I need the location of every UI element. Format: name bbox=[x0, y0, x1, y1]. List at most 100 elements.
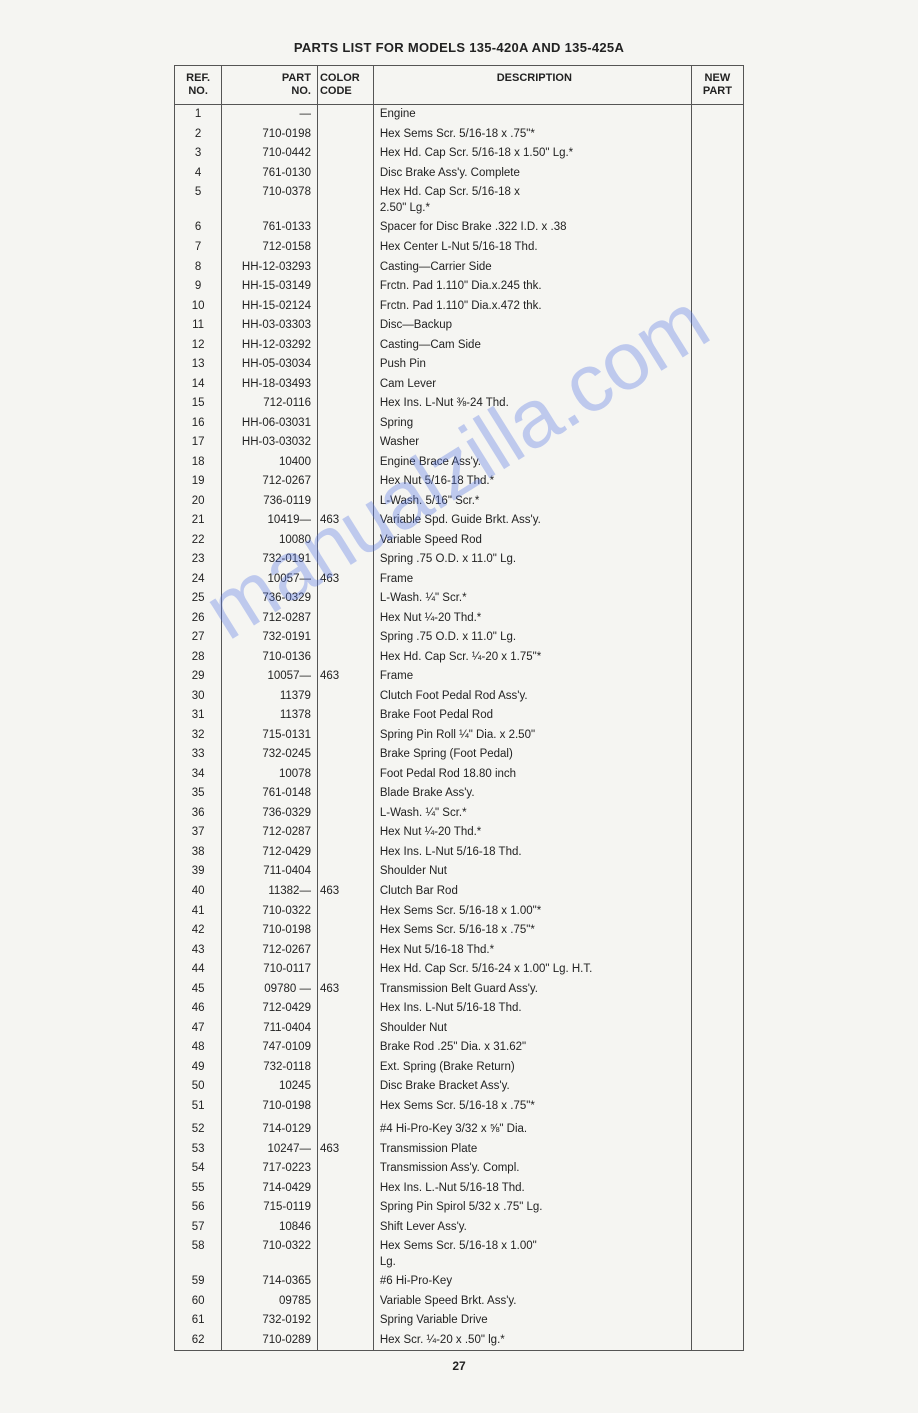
cell-ref: 19 bbox=[175, 472, 222, 492]
cell-ref: 51 bbox=[175, 1097, 222, 1117]
cell-part: 712-0429 bbox=[222, 843, 318, 863]
cell-new bbox=[691, 472, 743, 492]
cell-new bbox=[691, 980, 743, 1000]
cell-part: 710-0198 bbox=[222, 921, 318, 941]
cell-ref: 53 bbox=[175, 1140, 222, 1160]
cell-new bbox=[691, 1077, 743, 1097]
cell-desc: Hex Hd. Cap Scr. 5/16-18 x 1.50" Lg.* bbox=[373, 144, 691, 164]
cell-part: 747-0109 bbox=[222, 1038, 318, 1058]
cell-ref: 44 bbox=[175, 960, 222, 980]
cell-ref: 12 bbox=[175, 336, 222, 356]
cell-part: 10057— bbox=[222, 667, 318, 687]
cell-ref: 4 bbox=[175, 164, 222, 184]
table-row: 16HH-06-03031Spring bbox=[175, 414, 744, 434]
cell-new bbox=[691, 531, 743, 551]
cell-ref: 35 bbox=[175, 784, 222, 804]
cell-color: 463 bbox=[317, 570, 373, 590]
cell-desc: L-Wash. ¼" Scr.* bbox=[373, 804, 691, 824]
cell-part: 710-0136 bbox=[222, 648, 318, 668]
cell-new bbox=[691, 570, 743, 590]
cell-new bbox=[691, 1120, 743, 1140]
table-row: 35761-0148 Blade Brake Ass'y. bbox=[175, 784, 744, 804]
cell-desc: L-Wash. 5/16" Scr.* bbox=[373, 492, 691, 512]
cell-part: 732-0245 bbox=[222, 745, 318, 765]
cell-desc: Hex Scr. ¼-20 x .50" lg.* bbox=[373, 1331, 691, 1351]
cell-desc: Push Pin bbox=[373, 355, 691, 375]
cell-desc: Hex Ins. L-Nut ⅜-24 Thd. bbox=[373, 394, 691, 414]
table-row: 49732-0118Ext. Spring (Brake Return) bbox=[175, 1058, 744, 1078]
cell-ref: 15 bbox=[175, 394, 222, 414]
cell-color bbox=[317, 765, 373, 785]
table-row: 42710-0198Hex Sems Scr. 5/16-18 x .75"* bbox=[175, 921, 744, 941]
cell-color bbox=[317, 902, 373, 922]
cell-new bbox=[691, 941, 743, 961]
cell-part: 761-0148 bbox=[222, 784, 318, 804]
col-header-ref: REF.NO. bbox=[175, 66, 222, 105]
cell-color bbox=[317, 706, 373, 726]
table-row: 61732-0192Spring Variable Drive bbox=[175, 1311, 744, 1331]
cell-desc: Foot Pedal Rod 18.80 inch bbox=[373, 765, 691, 785]
cell-desc: Frctn. Pad 1.110" Dia.x.472 thk. bbox=[373, 297, 691, 317]
cell-new bbox=[691, 1140, 743, 1160]
cell-desc: Hex Nut 5/16-18 Thd.* bbox=[373, 472, 691, 492]
cell-new bbox=[691, 1311, 743, 1331]
cell-color bbox=[317, 336, 373, 356]
cell-new bbox=[691, 164, 743, 184]
cell-color bbox=[317, 375, 373, 395]
cell-new bbox=[691, 297, 743, 317]
cell-color bbox=[317, 218, 373, 238]
cell-ref: 21 bbox=[175, 511, 222, 531]
cell-part: 10419— bbox=[222, 511, 318, 531]
cell-desc: Engine Brace Ass'y. bbox=[373, 453, 691, 473]
cell-part: 714-0429 bbox=[222, 1179, 318, 1199]
table-row: 3111378Brake Foot Pedal Rod bbox=[175, 706, 744, 726]
table-row: 62710-0289Hex Scr. ¼-20 x .50" lg.* bbox=[175, 1331, 744, 1351]
cell-desc: Hex Center L-Nut 5/16-18 Thd. bbox=[373, 238, 691, 258]
cell-new bbox=[691, 882, 743, 902]
cell-ref: 13 bbox=[175, 355, 222, 375]
cell-part: 712-0116 bbox=[222, 394, 318, 414]
table-row: 1—Engine bbox=[175, 105, 744, 125]
cell-desc: Brake Foot Pedal Rod bbox=[373, 706, 691, 726]
cell-color bbox=[317, 550, 373, 570]
cell-part: 710-0322 bbox=[222, 1237, 318, 1272]
cell-new bbox=[691, 628, 743, 648]
cell-part: 712-0267 bbox=[222, 472, 318, 492]
cell-new bbox=[691, 648, 743, 668]
cell-part: HH-06-03031 bbox=[222, 414, 318, 434]
cell-new bbox=[691, 1097, 743, 1117]
cell-part: 10078 bbox=[222, 765, 318, 785]
cell-part: 710-0378 bbox=[222, 183, 318, 218]
cell-new bbox=[691, 183, 743, 218]
cell-ref: 30 bbox=[175, 687, 222, 707]
cell-part: 11378 bbox=[222, 706, 318, 726]
cell-ref: 3 bbox=[175, 144, 222, 164]
cell-ref: 61 bbox=[175, 1311, 222, 1331]
cell-ref: 40 bbox=[175, 882, 222, 902]
cell-color bbox=[317, 687, 373, 707]
cell-ref: 29 bbox=[175, 667, 222, 687]
cell-color: 463 bbox=[317, 667, 373, 687]
cell-ref: 6 bbox=[175, 218, 222, 238]
cell-desc: Washer bbox=[373, 433, 691, 453]
page-number: 27 bbox=[20, 1359, 898, 1373]
table-row: 9HH-15-03149Frctn. Pad 1.110" Dia.x.245 … bbox=[175, 277, 744, 297]
cell-color bbox=[317, 628, 373, 648]
table-row: 2210080Variable Speed Rod bbox=[175, 531, 744, 551]
cell-desc: Casting—Cam Side bbox=[373, 336, 691, 356]
cell-new bbox=[691, 414, 743, 434]
cell-new bbox=[691, 745, 743, 765]
cell-new bbox=[691, 843, 743, 863]
cell-color bbox=[317, 531, 373, 551]
cell-part: 11379 bbox=[222, 687, 318, 707]
cell-desc: Blade Brake Ass'y. bbox=[373, 784, 691, 804]
cell-part: 712-0429 bbox=[222, 999, 318, 1019]
cell-desc: Variable Spd. Guide Brkt. Ass'y. bbox=[373, 511, 691, 531]
cell-new bbox=[691, 492, 743, 512]
cell-color bbox=[317, 238, 373, 258]
table-row: 33732-0245Brake Spring (Foot Pedal) bbox=[175, 745, 744, 765]
table-row: 28710-0136Hex Hd. Cap Scr. ¼-20 x 1.75"* bbox=[175, 648, 744, 668]
cell-ref: 55 bbox=[175, 1179, 222, 1199]
cell-desc: Shoulder Nut bbox=[373, 1019, 691, 1039]
table-row: 14HH-18-03493Cam Lever bbox=[175, 375, 744, 395]
